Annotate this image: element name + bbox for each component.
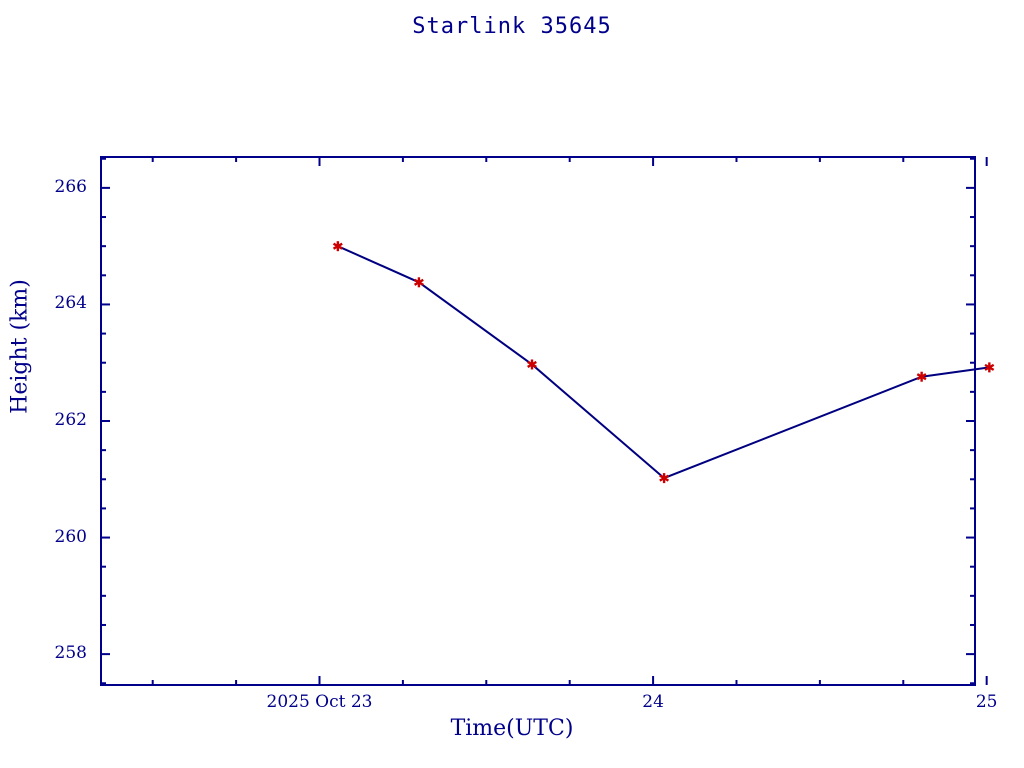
x-tick-label: 25 bbox=[975, 692, 998, 712]
y-tick-label: 262 bbox=[54, 410, 87, 430]
y-tick-label: 264 bbox=[54, 293, 87, 314]
data-point-marker bbox=[916, 371, 927, 382]
x-tick-label: 2025 Oct 23 bbox=[266, 692, 373, 712]
y-tick-label: 266 bbox=[54, 176, 87, 197]
x-tick-label: 24 bbox=[642, 692, 664, 712]
y-tick-label: 258 bbox=[54, 643, 87, 664]
data-point-marker bbox=[413, 277, 424, 288]
data-point-markers bbox=[332, 241, 995, 484]
data-point-marker bbox=[659, 473, 670, 484]
data-series-height bbox=[337, 245, 990, 480]
x-axis-title: Time(UTC) bbox=[450, 716, 574, 741]
plot-frame bbox=[100, 156, 976, 686]
axis-ticks bbox=[101, 157, 988, 685]
data-point-marker bbox=[984, 362, 995, 373]
chart-title: Starlink 35645 bbox=[412, 14, 612, 39]
y-tick-label: 260 bbox=[54, 526, 87, 547]
data-point-marker bbox=[527, 359, 537, 370]
data-point-marker bbox=[332, 241, 343, 252]
